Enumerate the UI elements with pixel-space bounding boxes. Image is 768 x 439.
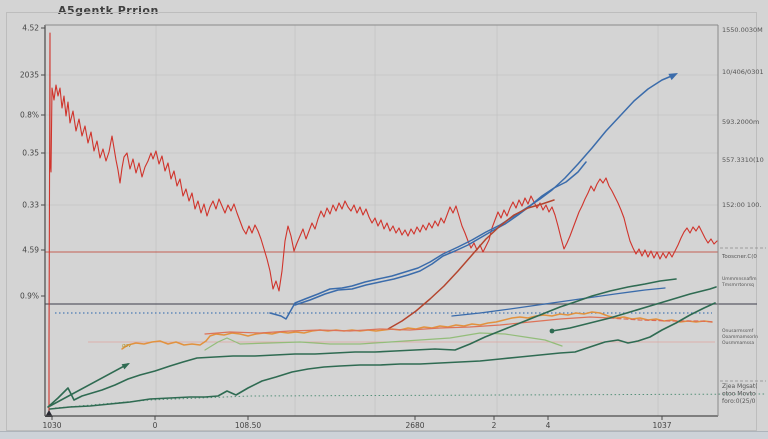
x-axis-tick-label: 0: [153, 421, 158, 430]
right-axis-label: foro:0(25/0: [722, 398, 756, 405]
chart-title: A5gentk Prrion: [58, 4, 159, 17]
salmon-line-line: [204, 316, 611, 335]
x-axis-tick-label: 108.50: [235, 421, 261, 430]
right-axis-label: Ooammamsorln: [722, 334, 758, 340]
ma-blue-upper-arrowhead-icon: [668, 73, 678, 81]
green-arrow-arrowhead-icon: [121, 363, 130, 370]
salmon-dashed-line: [609, 317, 715, 323]
green-arrow-line: [49, 363, 129, 407]
right-axis-label: 10/406/0301: [722, 68, 764, 76]
x-axis-tick-label: 1037: [652, 421, 671, 430]
x-axis-tick-label: 2: [492, 421, 497, 430]
right-axis-label: otoo Movto: [722, 391, 756, 398]
y-axis-tick-label: 0.35: [22, 149, 39, 158]
y-axis-tick-label: 4.59: [22, 246, 39, 255]
right-axis-label: Zjea Mgsat(: [722, 383, 758, 390]
annotation-text: gov: [122, 343, 132, 349]
ma-brick-line: [387, 199, 555, 330]
right-axis-label: 152:00 100.: [722, 201, 761, 209]
right-axis-label: Tmsmrrtonrsq: [721, 282, 754, 288]
orange-line-line: [121, 311, 713, 350]
x-axis-tick-label: 2680: [405, 421, 424, 430]
figure-border: [6, 12, 757, 431]
right-axis-label: Onusarmssmf: [722, 328, 754, 334]
right-axis-label: 557.3310(10: [722, 156, 764, 164]
ma-blue-lower-line: [294, 161, 587, 306]
start-triangle-marker: [45, 410, 53, 417]
right-axis-label: Ummmnsnaflm: [722, 276, 756, 282]
blue-bottom-right-line: [451, 287, 666, 317]
figure-bottom-strip: [0, 431, 768, 439]
right-axis-label: 593.2000m: [722, 118, 759, 126]
y-axis-tick-label: 0.9%: [20, 292, 39, 301]
right-axis-label: Tooscner.C(0: [721, 254, 757, 260]
green-mid-line: [47, 278, 677, 408]
price-red-line: [48, 32, 718, 416]
green-light-line: [204, 332, 563, 351]
ma-blue-upper-line: [269, 74, 675, 320]
ref-green-dotted: [54, 393, 766, 409]
green-low-line: [49, 302, 716, 410]
x-axis-tick-label: 4: [546, 421, 551, 430]
y-axis-tick-label: 0.8%: [20, 111, 39, 120]
y-axis-tick-label: 4.52: [22, 24, 39, 33]
green-dot-line-dot-marker: [549, 328, 555, 334]
x-axis-tick-label: 1030: [42, 421, 61, 430]
green-dot-line-line: [551, 286, 717, 332]
right-axis-label: 1550.0030M: [722, 26, 763, 34]
right-axis-label: Ousmmamssa: [722, 340, 754, 346]
y-axis-tick-label: 0.33: [22, 201, 39, 210]
y-axis-tick-label: 2035: [20, 71, 39, 80]
